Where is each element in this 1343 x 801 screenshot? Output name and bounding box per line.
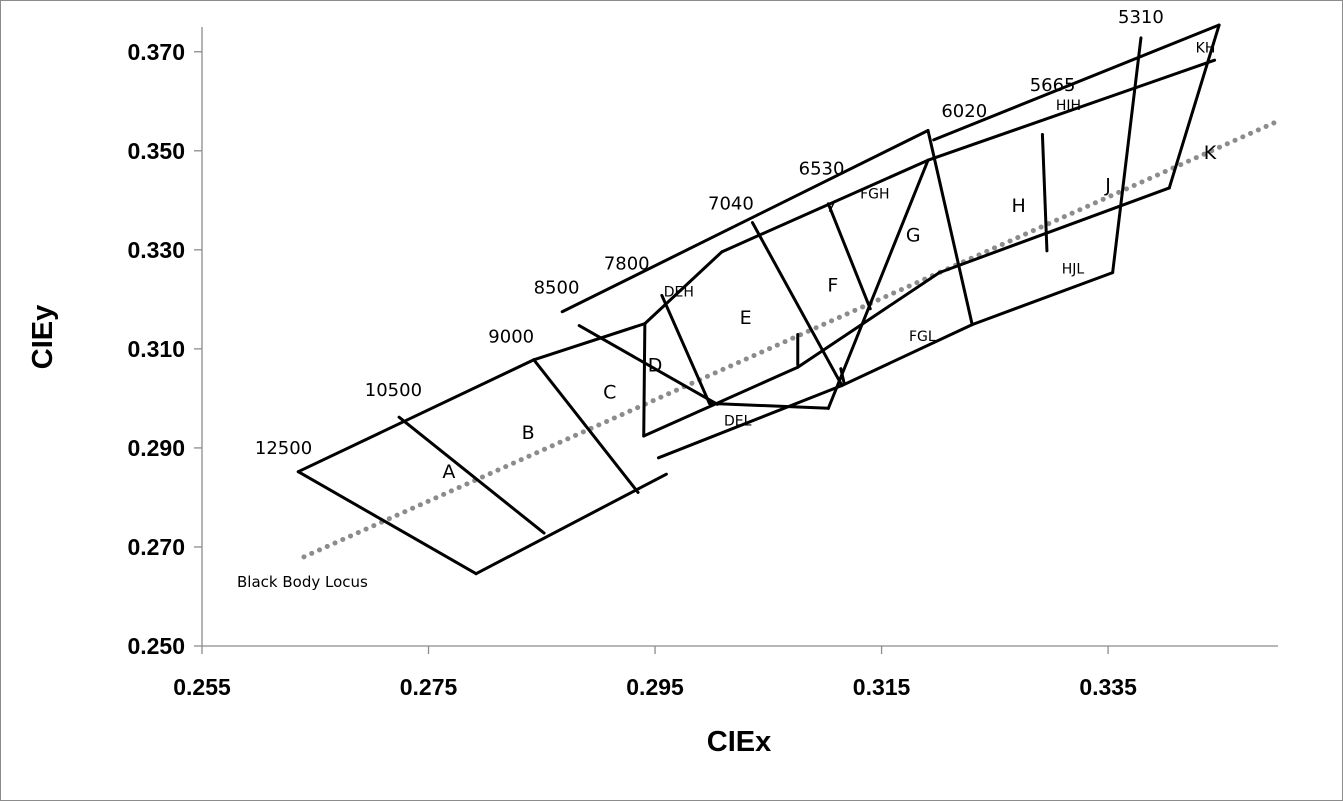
x-tick-label: 0.335: [1079, 674, 1137, 700]
y-tick-label: 0.290: [127, 435, 185, 461]
bin-label-deh: DEH: [664, 284, 694, 300]
bin-edge: [656, 384, 844, 460]
bin-label-b: B: [522, 422, 535, 444]
bin-edge: [926, 58, 1217, 162]
cct-label-5665: 5665: [1030, 75, 1076, 96]
bin-labels: ABCDEFGHJKDEHDELFGHFGLHJHHJLKH1250010500…: [255, 7, 1217, 483]
cct-label-6530: 6530: [799, 159, 845, 180]
x-tick-label: 0.275: [400, 674, 458, 700]
cct-label-6020: 6020: [941, 101, 987, 122]
tick-labels: 0.255 0.275 0.295 0.315 0.335 0.250 0.270 0.290…: [127, 39, 1137, 700]
bin-edge: [560, 128, 930, 314]
x-tick-label: 0.315: [853, 674, 911, 700]
bin-edge: [532, 358, 640, 494]
bin-edge: [1040, 132, 1049, 253]
x-tick-label: 0.255: [173, 674, 231, 700]
bin-edge: [750, 221, 844, 388]
bin-label-k: K: [1204, 142, 1217, 164]
bin-edge: [660, 293, 711, 405]
bin-edge: [296, 470, 478, 576]
bin-label-d: D: [648, 355, 663, 377]
bin-label-fgh: FGH: [860, 186, 889, 202]
bin-edge: [397, 415, 546, 535]
cct-label-7800: 7800: [604, 254, 650, 275]
bin-label-c: C: [603, 381, 616, 403]
bin-edge: [796, 271, 941, 369]
bin-edge: [937, 186, 1171, 275]
bin-label-hjh: HJH: [1056, 98, 1081, 114]
bin-label-hjl: HJL: [1062, 262, 1085, 278]
cct-label-10500: 10500: [365, 380, 422, 401]
bin-edge: [642, 365, 800, 438]
bin-edge: [839, 367, 846, 386]
bin-edge: [474, 472, 668, 576]
y-tick-label: 0.310: [127, 336, 185, 362]
y-tick-label: 0.370: [127, 39, 185, 65]
cct-leader-line: [828, 199, 836, 213]
bin-edge: [643, 250, 724, 326]
locus-line: [301, 118, 1281, 560]
y-tick-label: 0.350: [127, 138, 185, 164]
bin-label-fgl: FGL: [909, 329, 936, 345]
cct-label-5310: 5310: [1118, 7, 1164, 28]
bin-label-del: DEL: [724, 414, 752, 430]
bin-edge: [577, 324, 719, 406]
bin-edge: [932, 23, 1221, 142]
bin-edge: [642, 322, 647, 438]
bin-edge: [1167, 23, 1221, 190]
bin-edge: [970, 271, 1115, 327]
bin-edge: [296, 358, 536, 474]
y-tick-label: 0.270: [127, 534, 185, 560]
bin-label-h: H: [1011, 195, 1025, 217]
bin-label-j: J: [1104, 174, 1111, 196]
axes: [194, 27, 1278, 654]
bin-label-kh: KH: [1196, 40, 1216, 56]
bin-label-a: A: [442, 461, 455, 483]
bin-edge: [926, 128, 974, 327]
bin-label-e: E: [740, 307, 752, 329]
locus-label: Black Body Locus: [237, 573, 368, 591]
y-tick-label: 0.250: [127, 633, 185, 659]
bin-label-f: F: [827, 274, 838, 296]
bin-edge: [826, 158, 930, 410]
bin-edge: [532, 322, 647, 362]
x-tick-label: 0.295: [626, 674, 684, 700]
bin-boundaries: [296, 23, 1221, 576]
cct-label-7040: 7040: [708, 193, 754, 214]
bin-edge: [707, 401, 830, 410]
y-axis-title: CIEy: [27, 305, 59, 369]
x-axis-title: CIEx: [707, 726, 771, 758]
cct-label-9000: 9000: [488, 326, 534, 347]
bin-edge: [840, 323, 974, 388]
cct-label-12500: 12500: [255, 438, 312, 459]
bin-edge: [826, 202, 872, 311]
cct-label-8500: 8500: [534, 277, 580, 298]
y-tick-label: 0.330: [127, 237, 185, 263]
bin-label-g: G: [906, 224, 921, 246]
black-body-locus: Black Body Locus: [237, 118, 1281, 591]
bin-edge: [1111, 36, 1143, 275]
bin-edge: [720, 158, 930, 254]
